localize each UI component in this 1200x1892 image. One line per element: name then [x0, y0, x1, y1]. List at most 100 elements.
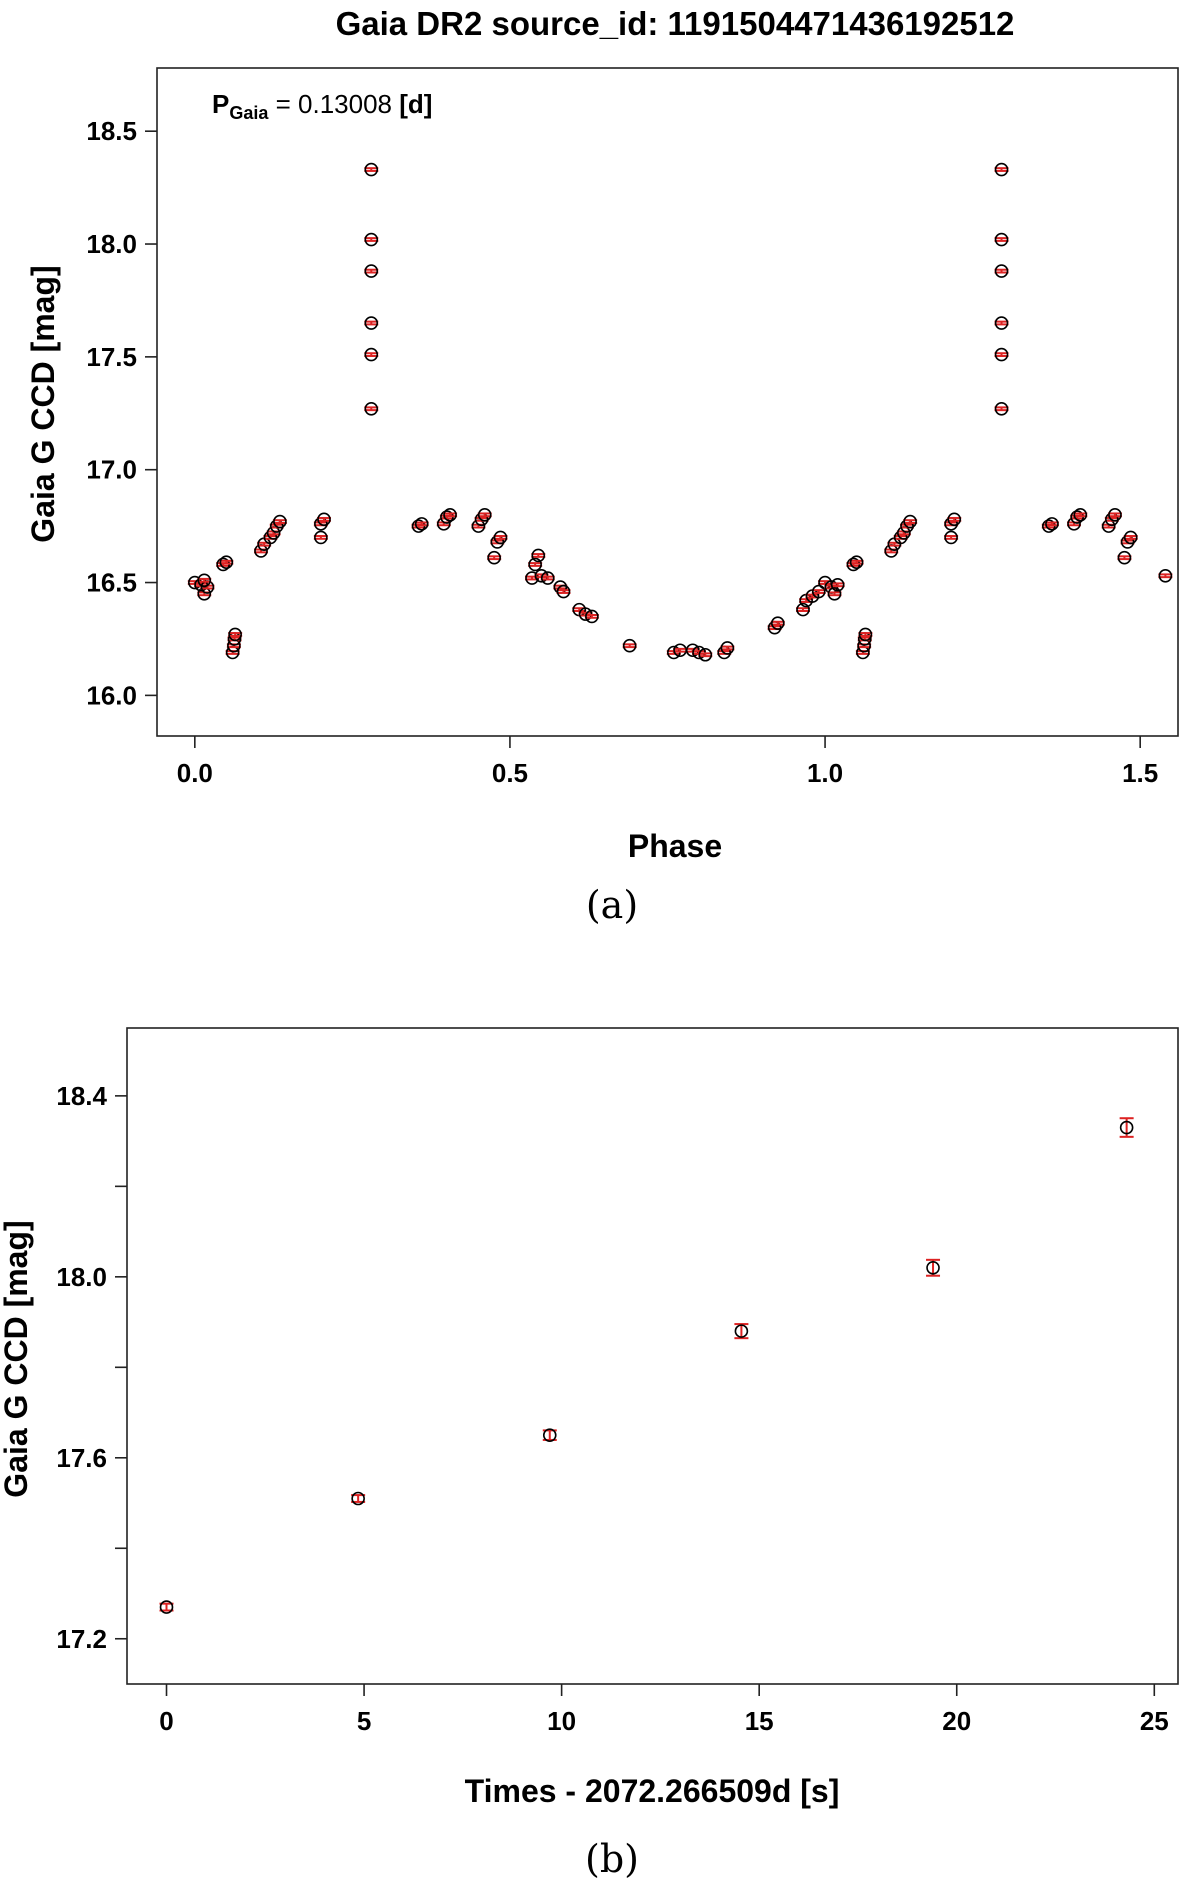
data-point — [1073, 508, 1088, 522]
marker-circle — [994, 264, 1009, 278]
data-point — [253, 544, 268, 558]
data-point — [994, 264, 1009, 278]
marker-circle — [720, 641, 735, 655]
x-tick-label: 0.0 — [177, 758, 213, 788]
data-point — [228, 627, 243, 642]
marker-circle — [994, 347, 1009, 362]
chart-a: Gaia DR2 source_id: 1191504471436192512 … — [25, 5, 1179, 927]
marker-circle — [487, 550, 501, 565]
chart-a-period-annotation: PGaia = 0.13008 [d] — [212, 89, 432, 123]
marker-circle — [903, 514, 917, 529]
data-point — [858, 627, 873, 642]
chart-a-x-axis-label: Phase — [628, 828, 722, 864]
data-point — [1117, 550, 1132, 565]
chart-b-x-axis-label: Times - 2072.266509d [s] — [465, 1773, 840, 1809]
data-point — [364, 162, 379, 177]
marker-circle — [351, 1491, 365, 1506]
data-point — [830, 577, 845, 592]
data-point — [531, 548, 546, 563]
chart-b-plot-frame — [126, 1027, 1179, 1685]
data-point — [994, 347, 1009, 362]
chart-a-panel-label: (a) — [586, 883, 638, 927]
data-point — [313, 530, 328, 545]
data-point — [926, 1258, 941, 1277]
y-tick-label: 17.6 — [56, 1443, 107, 1473]
data-point — [896, 526, 911, 540]
marker-circle — [364, 401, 379, 416]
data-point — [720, 641, 735, 655]
x-tick-label: 15 — [745, 1706, 774, 1736]
x-tick-label: 0 — [159, 1706, 173, 1736]
chart-b-data-points — [159, 1117, 1134, 1614]
marker-circle — [531, 548, 546, 563]
data-point — [487, 550, 502, 565]
marker-circle — [1158, 568, 1173, 583]
marker-circle — [542, 1428, 557, 1442]
x-tick-label: 1.5 — [1122, 758, 1158, 788]
data-point — [1158, 568, 1173, 583]
marker-circle — [994, 232, 1009, 247]
marker-circle — [1117, 550, 1132, 565]
data-point — [364, 316, 379, 330]
data-point — [197, 573, 212, 588]
marker-circle — [273, 514, 287, 529]
marker-circle — [1108, 508, 1122, 522]
x-tick-label: 10 — [547, 1706, 576, 1736]
data-point — [219, 555, 234, 570]
chart-a-x-axis: 0.0 0.5 1.0 1.5 — [177, 736, 1158, 788]
data-point — [471, 519, 486, 533]
data-point — [317, 512, 332, 527]
marker-circle — [228, 627, 242, 642]
marker-circle — [622, 638, 637, 653]
marker-circle — [159, 1600, 174, 1614]
marker-circle — [830, 577, 845, 592]
marker-circle — [926, 1260, 940, 1275]
chart-a-y-axis-label: Gaia G CCD [mag] — [25, 265, 61, 542]
data-point — [477, 508, 492, 522]
marker-circle — [364, 264, 379, 278]
x-tick-label: 5 — [357, 1706, 371, 1736]
marker-circle — [994, 162, 1009, 177]
data-point — [622, 638, 637, 653]
marker-circle — [827, 587, 842, 601]
marker-circle — [1045, 517, 1059, 531]
data-point — [884, 544, 899, 558]
y-tick-label: 16.0 — [86, 680, 137, 710]
chart-a-title: Gaia DR2 source_id: 1191504471436192512 — [336, 5, 1015, 42]
marker-circle — [317, 512, 331, 527]
chart-b-panel-label: (b) — [585, 1837, 639, 1881]
marker-circle — [364, 232, 379, 247]
data-point — [364, 264, 379, 278]
data-point — [994, 162, 1009, 177]
y-tick-label: 17.2 — [56, 1624, 107, 1654]
data-point — [257, 537, 272, 551]
data-point — [887, 537, 902, 551]
data-point — [903, 514, 918, 529]
data-point — [556, 584, 571, 599]
marker-circle — [364, 162, 379, 177]
marker-circle — [858, 627, 873, 642]
period-symbol: P — [212, 89, 229, 119]
marker-circle — [770, 616, 785, 630]
chart-a-y-axis: 16.0 16.5 17.0 17.5 18.0 18.5 — [86, 116, 157, 710]
marker-circle — [1119, 1120, 1134, 1135]
data-point — [811, 584, 826, 599]
marker-circle — [796, 602, 810, 617]
data-point — [994, 316, 1009, 330]
data-point — [796, 602, 811, 617]
x-tick-label: 25 — [1140, 1706, 1169, 1736]
data-point — [1101, 519, 1116, 533]
marker-circle — [585, 609, 599, 624]
data-point — [364, 232, 379, 247]
marker-circle — [734, 1324, 749, 1338]
data-point — [944, 530, 959, 545]
chart-a-data-points — [187, 162, 1173, 662]
data-point — [364, 401, 379, 416]
marker-circle — [849, 555, 864, 570]
data-point — [364, 347, 379, 362]
data-point — [414, 517, 429, 531]
y-tick-label: 16.5 — [86, 568, 137, 598]
data-point — [443, 508, 458, 522]
chart-a-plot-frame — [156, 67, 1179, 737]
data-point — [698, 647, 713, 662]
